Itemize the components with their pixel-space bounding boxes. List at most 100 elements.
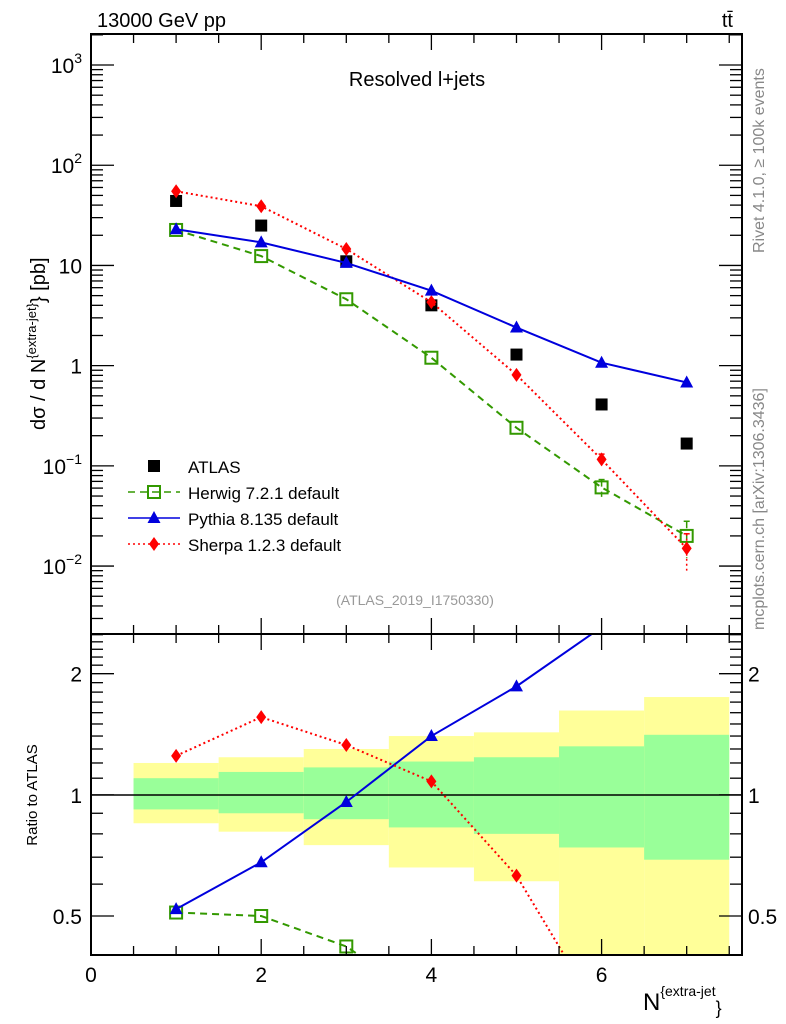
main-point-atlas [510, 348, 523, 361]
main-series [169, 184, 694, 571]
ratio-series [169, 634, 607, 1024]
main-series-atlas [170, 194, 693, 450]
main-point-pythia [595, 355, 609, 368]
ratio-point-pythia [509, 679, 523, 692]
main-point-herwig [424, 350, 439, 365]
ratio-y-tick-label-right: 0.5 [748, 906, 777, 929]
y-label-main: dσ / d N [28, 359, 50, 430]
legend-marker-pythia [147, 511, 161, 523]
x-label-sup: {extra-jet [660, 983, 715, 999]
legend-item: ATLAS [148, 458, 241, 477]
main-series-herwig [169, 222, 694, 559]
ratio-x-tick-label: 0 [85, 964, 97, 987]
band-inner [559, 746, 645, 848]
ratio-y-tick-label-right: 2 [748, 664, 760, 687]
tick-exp: 2 [74, 150, 82, 166]
legend-marker-atlas [148, 460, 160, 472]
main-y-tick-label: 103 [51, 50, 82, 78]
ratio-x-tick-labels: 0 2 4 6 [85, 964, 607, 987]
tick-exp: −1 [66, 451, 82, 467]
band-inner [133, 778, 219, 810]
ratio-point-sherpa [597, 1010, 607, 1024]
legend-marker-herwig [147, 485, 161, 499]
ratio-point-herwig [425, 999, 437, 1011]
ratio-y-tick-label: 1 [70, 785, 82, 808]
main-point-herwig [594, 480, 609, 495]
main-point-sherpa [256, 199, 267, 214]
main-point-pythia [339, 255, 353, 268]
y-label-sup: {extra-jet} [24, 302, 39, 358]
main-point-pythia [169, 222, 183, 235]
ratio-point-sherpa [511, 868, 522, 883]
band-inner [303, 767, 389, 820]
ratio-y-tick-labels: 0.5 0.5 1 1 2 2 [53, 664, 777, 929]
main-point-pythia [680, 375, 694, 388]
main-y-ticks [91, 34, 742, 620]
ratio-series-sherpa [171, 710, 607, 1024]
ratio-point-pythia [254, 855, 268, 868]
ratio-point-pythia [169, 902, 183, 915]
process-label: tt̄ [722, 10, 734, 32]
ratio-x-tick-label: 6 [596, 964, 608, 987]
main-y-tick-label: 10−1 [43, 451, 83, 479]
main-point-sherpa [596, 452, 607, 467]
ratio-point-sherpa [341, 738, 352, 753]
main-point-atlas [255, 219, 268, 232]
main-point-sherpa [681, 541, 692, 556]
legend-item: Sherpa 1.2.3 default [128, 536, 341, 555]
main-point-atlas [595, 398, 608, 411]
main-point-atlas [680, 437, 693, 450]
main-point-herwig [509, 420, 524, 435]
tick-exp: 3 [74, 50, 82, 66]
legend-item: Pythia 8.135 default [128, 510, 339, 529]
main-y-tick-label: 1 [70, 356, 82, 379]
legend-label: ATLAS [188, 458, 241, 477]
ratio-y-tick-label-right: 1 [748, 785, 760, 808]
x-label-close: } [716, 998, 722, 1018]
svg-text:dσ / d N{extra-jet}} [pb]: dσ / d N{extra-jet}} [pb] [24, 257, 50, 430]
ratio-point-sherpa [426, 774, 437, 789]
legend-label: Sherpa 1.2.3 default [188, 536, 341, 555]
ratio-x-tick-label: 2 [255, 964, 267, 987]
main-y-tick-label: 102 [51, 150, 82, 178]
main-point-pythia [254, 235, 268, 248]
main-point-sherpa [341, 241, 352, 256]
band-inner [218, 771, 304, 814]
main-x-ticks [90, 34, 730, 634]
legend: ATLAS Herwig 7.2.1 default Pythia 8.135 de… [128, 458, 341, 555]
main-y-tick-label: 10 [59, 255, 82, 278]
ratio-x-tick-label: 4 [426, 964, 438, 987]
x-axis-label: N{extra-jet} [643, 983, 722, 1018]
main-point-sherpa [171, 184, 182, 199]
main-series-pythia [169, 222, 694, 388]
main-title: Resolved l+jets [349, 69, 485, 91]
legend-label: Herwig 7.2.1 default [188, 484, 339, 503]
main-point-herwig [254, 249, 269, 264]
main-point-sherpa [426, 295, 437, 310]
beam-label: 13000 GeV pp [97, 10, 226, 32]
tick-base: 10 [43, 556, 66, 579]
x-label-main: N [643, 989, 660, 1016]
main-y-tick-label: 10−2 [43, 551, 83, 579]
ratio-y-tick-label: 0.5 [53, 906, 82, 929]
band-inner [644, 734, 730, 860]
ratio-point-pythia [424, 729, 438, 742]
tick-base: 10 [51, 55, 74, 78]
ratio-y-tick-label: 2 [70, 664, 82, 687]
main-point-herwig [339, 292, 354, 307]
svg-text:N{extra-jet}: N{extra-jet} [643, 983, 722, 1018]
main-panel: Resolved l+jets (ATLAS_2019_I1750330) 10… [24, 33, 743, 635]
analysis-watermark: (ATLAS_2019_I1750330) [336, 592, 494, 608]
main-point-pythia [424, 283, 438, 296]
ratio-panel: 0.5 0.5 1 1 2 2 0 2 4 6 Ratio to ATLAS N{extra-j… [24, 633, 777, 1024]
tick-base: 10 [43, 456, 66, 479]
ratio-point-sherpa [171, 748, 182, 763]
ratio-point-pythia [339, 794, 353, 807]
ratio-frame [90, 633, 743, 956]
legend-item: Herwig 7.2.1 default [128, 484, 339, 503]
ratio-point-sherpa [256, 710, 267, 725]
main-point-sherpa [511, 367, 522, 382]
rivet-label: Rivet 4.1.0, ≥ 100k events [751, 68, 768, 253]
